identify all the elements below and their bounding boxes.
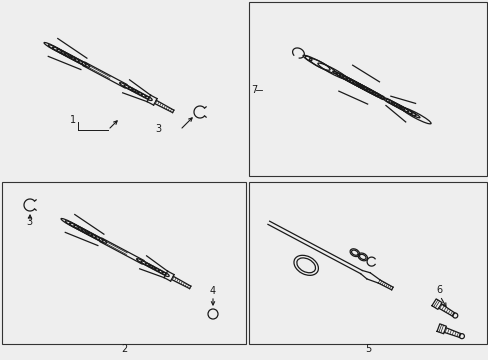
Text: 3: 3 bbox=[26, 217, 32, 227]
Text: 6: 6 bbox=[435, 285, 441, 295]
Text: 1: 1 bbox=[70, 115, 76, 125]
Text: 4: 4 bbox=[209, 286, 216, 296]
Text: 2: 2 bbox=[121, 344, 127, 354]
Text: 3: 3 bbox=[155, 124, 161, 134]
Bar bbox=[2, 182, 245, 344]
Bar bbox=[248, 182, 486, 344]
Text: 5: 5 bbox=[364, 344, 370, 354]
Bar bbox=[248, 2, 486, 176]
Text: 7: 7 bbox=[250, 85, 257, 95]
